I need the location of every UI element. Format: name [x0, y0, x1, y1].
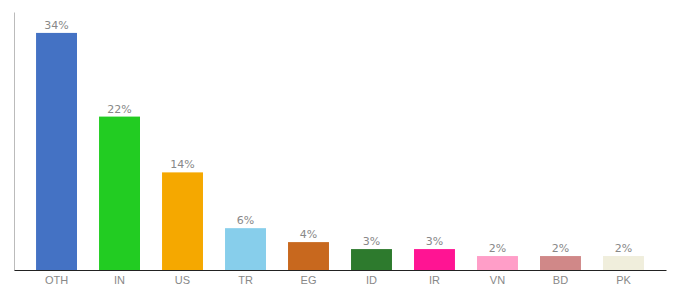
x-tick: IN — [114, 270, 125, 286]
data-label: 2% — [489, 242, 506, 255]
bar — [225, 228, 266, 270]
data-label: 2% — [552, 242, 569, 255]
x-axis: OTH IN US TR EG ID IR VN BD PK — [15, 270, 667, 286]
data-label: 3% — [363, 235, 380, 248]
x-tick-label: IN — [114, 274, 125, 286]
data-label: 14% — [170, 158, 194, 171]
x-tick: ID — [366, 270, 377, 286]
x-tick-label: EG — [301, 274, 317, 286]
x-tick: BD — [553, 270, 568, 286]
data-labels: 34% 22% 14% 6% 4% 3% 3% 2% 2% 2% — [44, 19, 632, 255]
x-tick-label: TR — [238, 274, 253, 286]
x-axis-line — [15, 270, 667, 271]
x-tick-label: US — [175, 274, 190, 286]
x-tick-label: OTH — [45, 274, 68, 286]
bar — [288, 242, 329, 270]
data-label: 3% — [426, 235, 443, 248]
data-label: 6% — [237, 214, 254, 227]
plot: OTH IN US TR EG ID IR VN BD PK 34% 22% 14% 6% 4% 3% 3% 2%… — [15, 13, 667, 286]
bar — [36, 33, 77, 270]
data-label: 22% — [107, 103, 131, 116]
data-label: 2% — [615, 242, 632, 255]
x-tick: PK — [616, 270, 631, 286]
bar — [414, 249, 455, 270]
x-tick-label: ID — [366, 274, 377, 286]
bar — [540, 256, 581, 270]
bar — [162, 172, 203, 270]
x-tick: IR — [429, 270, 440, 286]
bar — [477, 256, 518, 270]
x-tick: OTH — [45, 270, 68, 286]
y-axis-line — [14, 13, 15, 271]
x-tick: TR — [238, 270, 253, 286]
x-tick-label: IR — [429, 274, 440, 286]
x-tick: EG — [301, 270, 317, 286]
data-label: 4% — [300, 228, 317, 241]
y-axis — [14, 13, 15, 271]
bar — [603, 256, 644, 270]
chart: OTH IN US TR EG ID IR VN BD PK 34% 22% 14% 6% 4% 3% 3% 2%… — [0, 0, 680, 300]
x-tick-label: BD — [553, 274, 568, 286]
data-label: 34% — [44, 19, 68, 32]
bar — [99, 117, 140, 270]
x-tick: VN — [490, 270, 505, 286]
bar — [351, 249, 392, 270]
bars — [36, 33, 644, 270]
x-tick: US — [175, 270, 190, 286]
x-tick-label: PK — [616, 274, 631, 286]
x-tick-label: VN — [490, 274, 505, 286]
